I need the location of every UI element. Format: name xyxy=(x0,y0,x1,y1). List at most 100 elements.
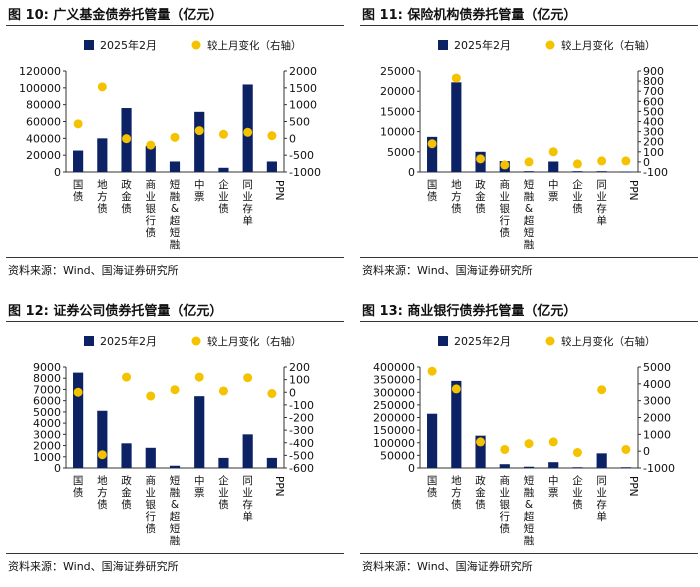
legend: 2025年2月 较上月变化（右轴） xyxy=(438,334,656,348)
bar-2 xyxy=(475,435,486,468)
source-note: 资料来源：Wind、国海证券研究所 xyxy=(8,560,179,573)
category-label-3: 商业银行债 xyxy=(500,474,511,535)
source-rule xyxy=(6,257,344,258)
left-tick-label: 8000 xyxy=(33,372,61,385)
bar-1 xyxy=(97,410,108,468)
left-tick-label: 25000 xyxy=(380,65,415,78)
left-tick-label: 6000 xyxy=(33,395,61,408)
category-label-0: 国债 xyxy=(73,179,84,203)
legend-bar-label: 2025年2月 xyxy=(100,334,157,348)
left-tick-label: 0 xyxy=(408,462,415,475)
bar-1 xyxy=(451,82,462,172)
left-tick-label: 400000 xyxy=(373,361,415,374)
category-label-5: 中票 xyxy=(194,474,205,499)
category-label-0: 国债 xyxy=(427,179,438,203)
source-rule xyxy=(360,553,698,554)
title-rule xyxy=(6,25,344,26)
bar-3 xyxy=(499,464,510,468)
category-label-5: 中票 xyxy=(194,178,205,203)
legend-dot-label: 较上月变化（右轴） xyxy=(561,39,656,52)
right-tick-label: 800 xyxy=(643,75,664,88)
left-tick-label: 0 xyxy=(54,166,61,179)
dot-4 xyxy=(524,157,534,167)
bar-4 xyxy=(523,466,535,468)
right-tick-label: 500 xyxy=(643,105,664,118)
dot-8 xyxy=(267,131,277,141)
dot-2 xyxy=(122,134,132,144)
left-tick-label: 7000 xyxy=(33,383,61,396)
dot-3 xyxy=(146,391,156,401)
source-rule xyxy=(360,257,698,258)
category-label-8: PPN xyxy=(627,476,639,497)
left-tick-label: 200000 xyxy=(373,412,415,425)
legend: 2025年2月 较上月变化（右轴） xyxy=(438,38,656,52)
right-tick-label: 2000 xyxy=(643,412,671,425)
legend-bar-label: 2025年2月 xyxy=(100,38,157,52)
bar-4 xyxy=(169,465,181,468)
category-label-0: 国债 xyxy=(427,475,438,499)
dot-3 xyxy=(146,140,156,150)
category-label-2: 政金债 xyxy=(475,178,486,215)
category-label-5: 中票 xyxy=(548,474,559,499)
left-tick-label: 5000 xyxy=(33,406,61,419)
right-tick-label: 4000 xyxy=(643,378,671,391)
dot-6 xyxy=(218,386,228,396)
category-label-1: 地方债 xyxy=(97,474,108,511)
right-tick-label: 700 xyxy=(643,85,664,98)
legend-bar-swatch xyxy=(84,336,94,346)
legend-bar-label: 2025年2月 xyxy=(454,38,511,52)
left-tick-label: 100000 xyxy=(373,437,415,450)
category-label-3: 商业银行债 xyxy=(146,178,157,239)
bar-6 xyxy=(572,171,583,172)
dot-6 xyxy=(572,448,582,458)
right-tick-label: -100 xyxy=(289,399,314,412)
bar-3 xyxy=(145,447,156,468)
category-label-3: 商业银行债 xyxy=(500,178,511,239)
right-tick-label: 200 xyxy=(289,361,310,374)
bar-0 xyxy=(73,150,84,172)
left-tick-label: 350000 xyxy=(373,374,415,387)
source-rule xyxy=(6,553,344,554)
bar-4 xyxy=(523,171,535,172)
dot-5 xyxy=(194,126,204,136)
legend-bar-swatch xyxy=(84,40,94,50)
right-tick-label: 900 xyxy=(643,65,664,78)
legend-dot-label: 较上月变化（右轴） xyxy=(207,39,302,52)
dot-8 xyxy=(621,444,631,454)
right-tick-label: 1000 xyxy=(289,99,317,112)
dot-1 xyxy=(97,82,107,92)
bar-3 xyxy=(145,145,156,172)
left-tick-label: 3000 xyxy=(33,428,61,441)
bar-4 xyxy=(169,161,181,172)
dot-0 xyxy=(73,387,83,397)
bar-6 xyxy=(218,167,229,172)
left-tick-label: 20000 xyxy=(380,85,415,98)
legend-dot-swatch xyxy=(545,336,555,346)
left-tick-label: 9000 xyxy=(33,361,61,374)
source-note: 资料来源：Wind、国海证券研究所 xyxy=(362,560,533,573)
category-label-1: 地方债 xyxy=(97,178,108,215)
right-tick-label: 100 xyxy=(289,374,310,387)
chart-svg: 2025年2月 较上月变化（右轴）020000400006000080000100… xyxy=(19,38,321,251)
legend: 2025年2月 较上月变化（右轴） xyxy=(84,334,302,348)
legend-bar-label: 2025年2月 xyxy=(454,334,511,348)
category-label-7: 同业存单 xyxy=(596,475,607,523)
dot-7 xyxy=(597,385,607,395)
category-label-4: 短融&超短融 xyxy=(524,178,535,251)
dot-6 xyxy=(218,129,228,139)
dot-2 xyxy=(476,154,486,164)
dot-6 xyxy=(572,159,582,169)
category-label-6: 企业债 xyxy=(572,178,583,215)
right-tick-label: 100 xyxy=(643,146,664,159)
right-tick-label: -600 xyxy=(289,462,314,475)
right-tick-label: 600 xyxy=(643,95,664,108)
category-label-1: 地方债 xyxy=(451,178,462,215)
bar-1 xyxy=(451,380,462,468)
left-tick-label: 2000 xyxy=(33,440,61,453)
dot-2 xyxy=(122,372,132,382)
left-tick-label: 120000 xyxy=(19,65,61,78)
right-tick-label: -400 xyxy=(289,437,314,450)
dot-3 xyxy=(500,444,510,454)
title-rule xyxy=(360,25,698,26)
chart-title: 图 13: 商业银行债券托管量（亿元） xyxy=(362,304,577,319)
